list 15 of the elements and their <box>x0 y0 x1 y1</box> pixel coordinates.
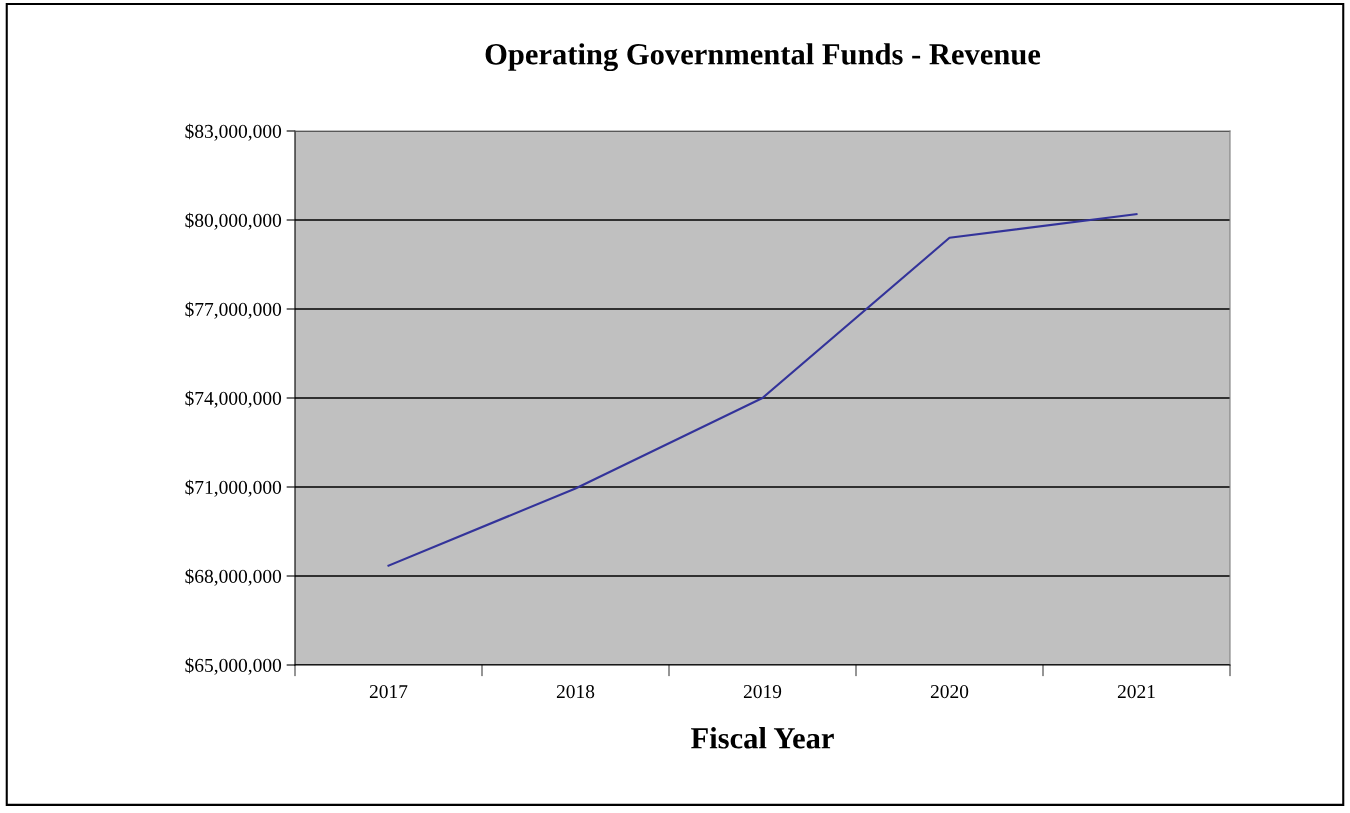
x-tick-label: 2017 <box>369 685 408 699</box>
y-tick-label: $83,000,000 <box>185 123 282 141</box>
y-tick-label: $65,000,000 <box>185 657 282 675</box>
y-tick-label: $77,000,000 <box>185 301 282 319</box>
x-axis-title: Fiscal Year <box>691 727 834 749</box>
y-tick-label: $68,000,000 <box>185 568 282 586</box>
y-tick-label: $80,000,000 <box>185 212 282 230</box>
y-tick-label: $71,000,000 <box>185 479 282 497</box>
x-tick-label: 2021 <box>1117 685 1155 699</box>
line-series <box>387 213 1138 567</box>
x-tick-label: 2020 <box>930 685 969 699</box>
chart-title: Operating Governmental Funds - Revenue <box>485 43 1041 72</box>
x-tick-label: 2019 <box>743 685 782 699</box>
x-tick-label: 2018 <box>556 685 595 699</box>
y-tick-label: $74,000,000 <box>185 390 282 408</box>
